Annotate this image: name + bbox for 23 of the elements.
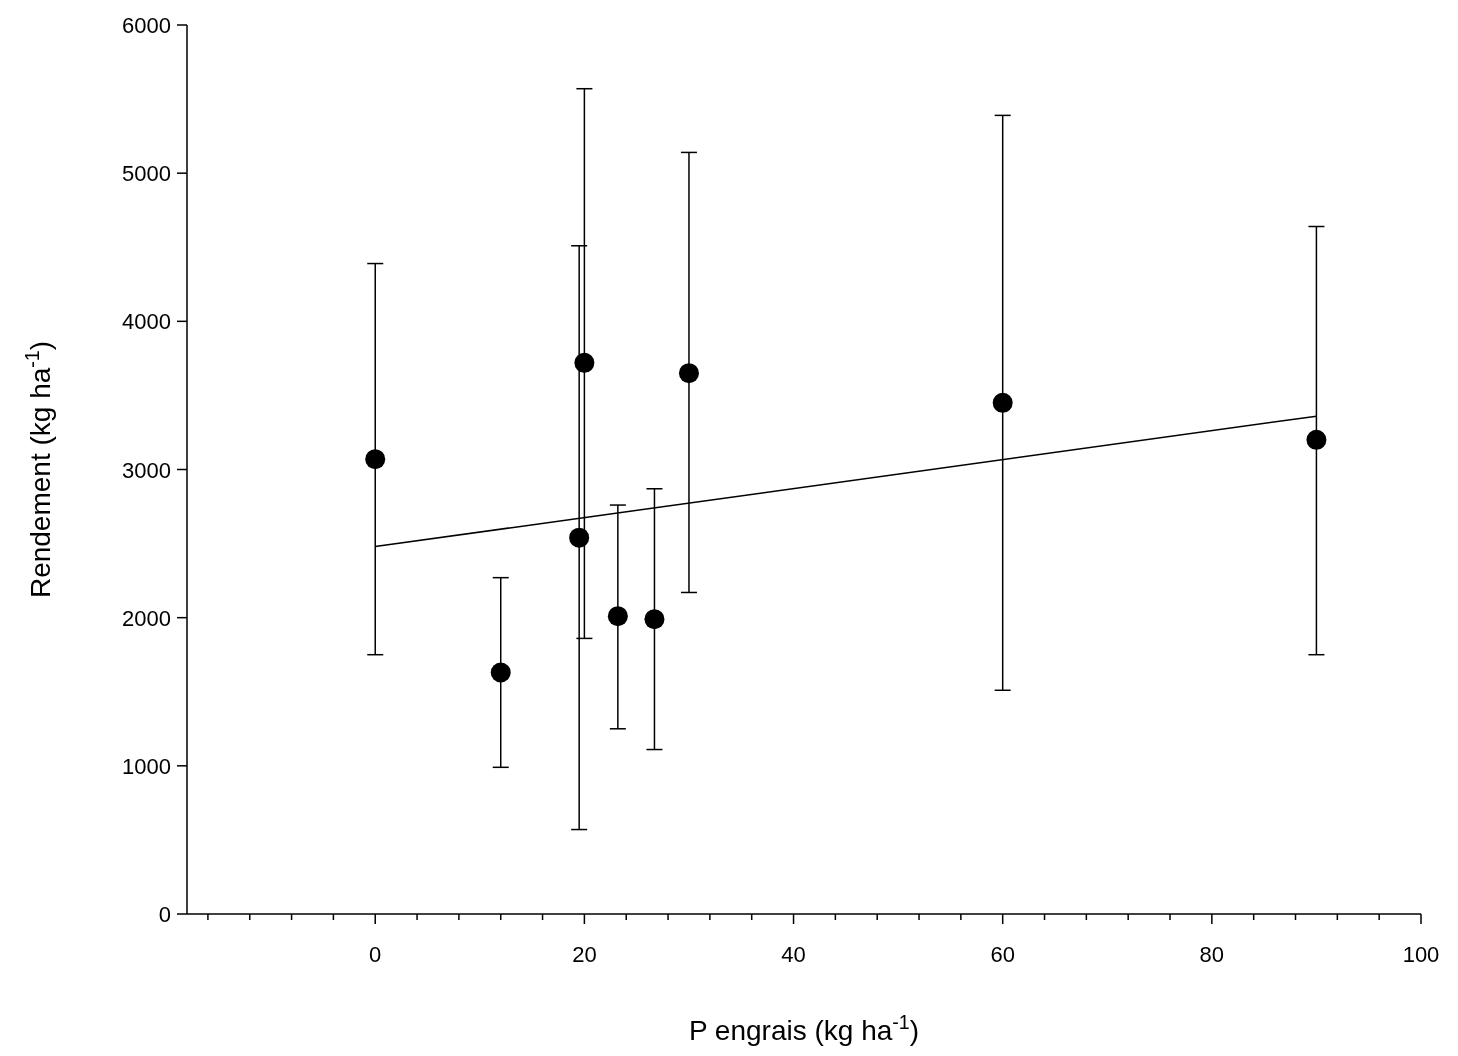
y-tick-label: 1000 bbox=[122, 753, 171, 779]
y-tick-label: 0 bbox=[158, 902, 171, 927]
point bbox=[607, 606, 628, 627]
x-tick-label: 80 bbox=[1199, 942, 1225, 967]
point bbox=[1306, 429, 1327, 450]
x-tick-label: 40 bbox=[781, 942, 806, 967]
x-axis-title: P engrais (kg ha$^{-1}$) bbox=[688, 1011, 920, 1046]
point bbox=[678, 363, 699, 384]
x-tick-label: 60 bbox=[990, 942, 1015, 967]
y-tick-label: 3000 bbox=[122, 457, 171, 483]
y-tick-label: 2000 bbox=[122, 605, 171, 631]
x-tick-label: 100 bbox=[1402, 942, 1440, 967]
point bbox=[644, 609, 665, 630]
y-tick-label: 6000 bbox=[122, 13, 171, 38]
x-tick-label: 20 bbox=[572, 942, 597, 967]
point bbox=[569, 527, 590, 548]
point bbox=[574, 352, 595, 373]
y-tick-label: 4000 bbox=[122, 309, 171, 335]
x-tick-label: 0 bbox=[369, 942, 382, 967]
point bbox=[490, 662, 511, 683]
point bbox=[992, 392, 1013, 413]
point bbox=[365, 449, 386, 470]
y-tick-label: 5000 bbox=[122, 161, 171, 187]
